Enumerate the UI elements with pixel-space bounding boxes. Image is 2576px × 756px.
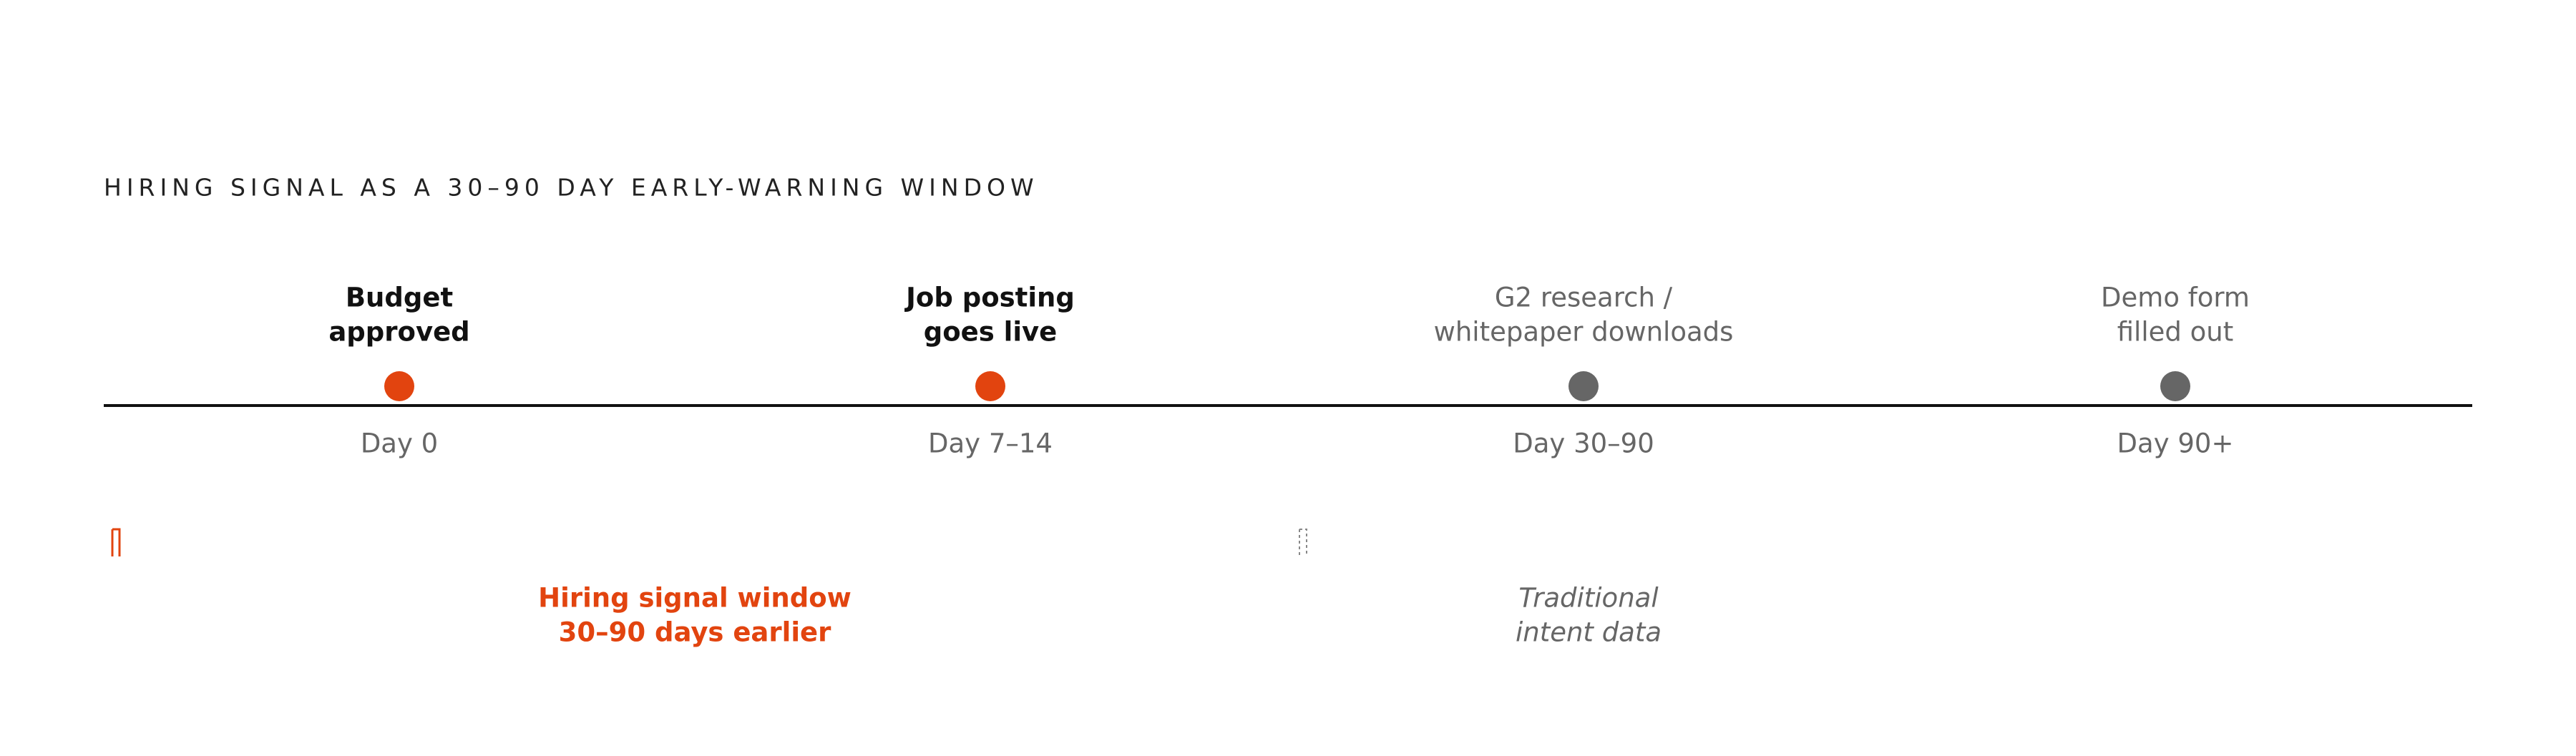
event-day: Day 0	[361, 428, 438, 459]
event-day: Day 90+	[2117, 428, 2234, 459]
event-day: Day 7–14	[928, 428, 1053, 459]
event-label: whitepaper downloads	[1434, 317, 1734, 348]
window-label: Hiring signal window	[538, 583, 852, 614]
event-label: approved	[328, 317, 469, 348]
window-bracket	[1299, 529, 1307, 556]
event-label: Budget	[346, 283, 453, 313]
event-label: Job posting	[904, 283, 1075, 313]
event-dot	[975, 371, 1005, 401]
event-dot	[1568, 371, 1599, 401]
event-dot	[384, 371, 414, 401]
window-label: Traditional	[1518, 583, 1659, 614]
window-label: intent data	[1516, 617, 1662, 648]
event-dot	[2160, 371, 2190, 401]
event-label: filled out	[2117, 317, 2233, 348]
event-day: Day 30–90	[1513, 428, 1654, 459]
diagram-title: HIRING SIGNAL AS A 30–90 DAY EARLY-WARNI…	[104, 174, 1039, 202]
event-label: goes live	[924, 317, 1057, 348]
event-label: G2 research /	[1495, 283, 1673, 313]
event-label: Demo form	[2101, 283, 2250, 313]
window-bracket	[111, 528, 121, 556]
window-label: 30–90 days earlier	[559, 617, 831, 648]
